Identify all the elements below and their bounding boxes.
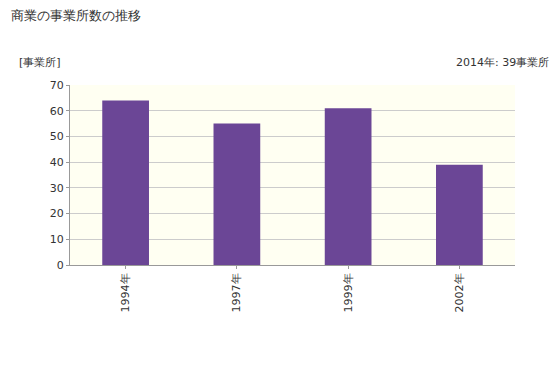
svg-text:[事業所]: [事業所] [19,56,61,69]
svg-text:1999年: 1999年 [342,273,355,312]
svg-text:10: 10 [50,233,64,246]
svg-text:30: 30 [50,182,64,195]
svg-text:2002年: 2002年 [453,273,466,312]
svg-text:商業の事業所数の推移: 商業の事業所数の推移 [11,8,141,23]
svg-text:20: 20 [50,207,64,220]
svg-text:70: 70 [50,79,64,92]
svg-text:50: 50 [50,130,64,143]
svg-text:60: 60 [50,105,64,118]
svg-text:2014年: 39事業所: 2014年: 39事業所 [456,56,549,69]
svg-text:1994年: 1994年 [119,273,132,312]
svg-text:40: 40 [50,156,64,169]
svg-text:1997年: 1997年 [230,273,243,312]
svg-text:0: 0 [57,259,64,272]
